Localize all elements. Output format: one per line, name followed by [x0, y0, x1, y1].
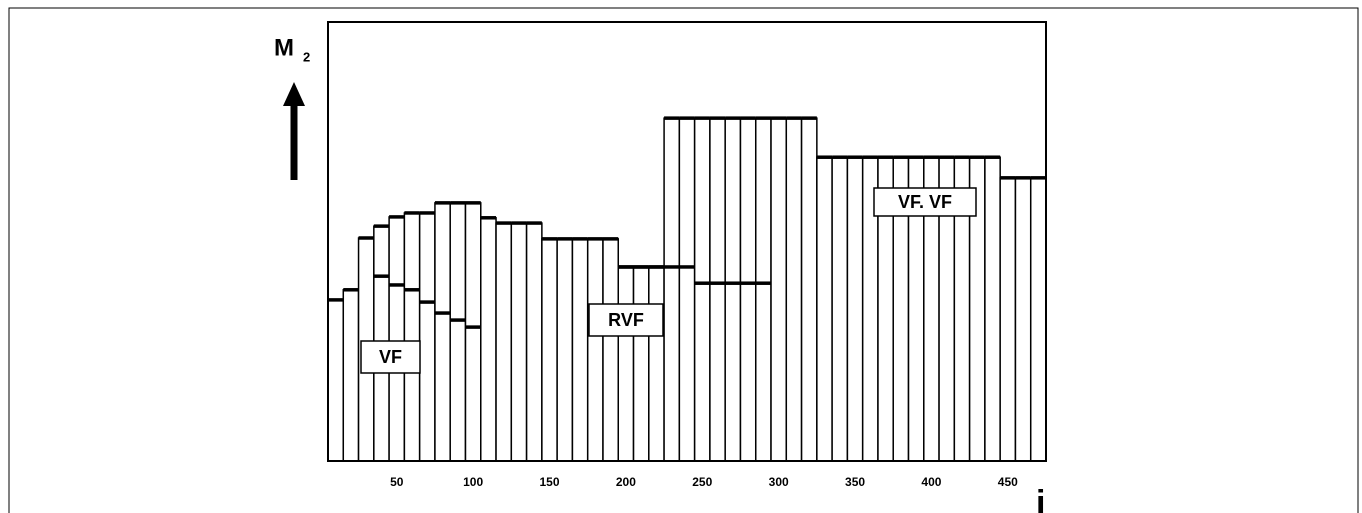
bar [571, 238, 589, 462]
bar [770, 117, 788, 462]
bar [434, 202, 451, 462]
series-label: RVF [608, 310, 644, 330]
bar [999, 177, 1017, 462]
bar [739, 117, 757, 462]
bar [525, 222, 543, 462]
arrow-head [283, 82, 305, 106]
bar [1029, 177, 1047, 462]
bar [327, 299, 345, 462]
bar [632, 266, 650, 462]
bar [480, 217, 497, 462]
bar [403, 212, 421, 462]
x-tick-label: 100 [463, 475, 483, 489]
bar [1014, 177, 1032, 462]
bar [831, 156, 849, 462]
x-tick-label: 450 [998, 475, 1018, 489]
frame [8, 7, 1359, 513]
bar [556, 238, 574, 462]
bar [816, 156, 833, 462]
x-tick-label: 350 [845, 475, 865, 489]
series-label-box [588, 303, 664, 337]
y-label-sub: 2 [303, 49, 310, 64]
bar [678, 117, 696, 462]
x-tick-label: 200 [616, 475, 636, 489]
bar [800, 117, 818, 462]
x-tick-label: 400 [921, 475, 941, 489]
series-label-box [360, 340, 421, 374]
x-label: i [1036, 484, 1045, 513]
bar [693, 117, 711, 462]
bar [449, 202, 467, 462]
x-tick-label: 150 [539, 475, 559, 489]
bar [418, 212, 436, 462]
bar [663, 117, 681, 462]
y-label: M [274, 34, 294, 61]
bar [495, 222, 513, 462]
x-tick-label: 50 [390, 475, 404, 489]
bar [984, 156, 1001, 462]
bar [846, 156, 864, 462]
bar [464, 202, 482, 462]
bar [617, 266, 635, 462]
bar [510, 222, 528, 462]
series-label: VF [379, 347, 402, 367]
series-label: VF. VF [898, 192, 952, 212]
bar [754, 117, 772, 462]
bar [602, 238, 620, 462]
bar [586, 238, 604, 462]
bar [724, 117, 742, 462]
bar [648, 266, 665, 462]
bar [342, 289, 360, 462]
series-label-box [873, 187, 977, 217]
bar [785, 117, 803, 462]
x-tick-label: 250 [692, 475, 712, 489]
bar [709, 117, 726, 462]
bar [541, 238, 558, 462]
plot-frame [327, 21, 1047, 462]
x-tick-label: 300 [769, 475, 789, 489]
bar [388, 216, 406, 462]
